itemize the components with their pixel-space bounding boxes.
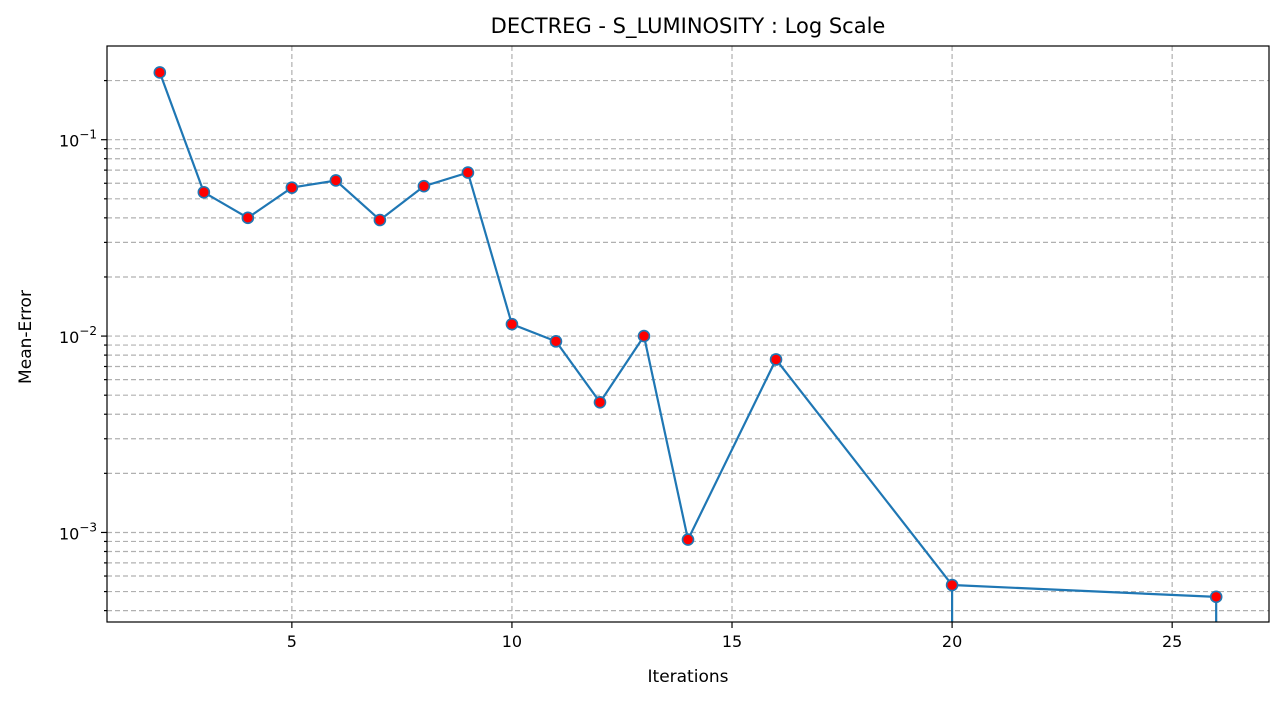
y-axis-ticks: 10−310−210−1	[59, 79, 107, 612]
x-tick-label: 20	[942, 632, 962, 651]
data-point	[769, 353, 783, 366]
data-point	[461, 166, 475, 179]
y-tick-base: 10	[59, 524, 79, 543]
x-axis-ticks: 5 10 15 20 25	[287, 622, 1182, 651]
data-point	[945, 578, 959, 592]
data-point	[153, 66, 167, 79]
data-point	[681, 533, 695, 546]
y-tick-label: 10−1	[59, 128, 97, 151]
x-axis-label: Iterations	[648, 667, 729, 687]
y-tick-base: 10	[59, 132, 79, 151]
data-point	[373, 213, 387, 227]
grid	[107, 46, 1269, 622]
x-tick-label: 25	[1162, 632, 1182, 651]
y-tick-exponent: −3	[79, 520, 97, 534]
data-point	[637, 329, 651, 343]
data-point	[505, 317, 519, 331]
y-tick-exponent: −1	[79, 128, 97, 142]
data-point	[417, 179, 431, 193]
data-point	[329, 174, 343, 187]
data-point	[1209, 590, 1223, 604]
y-tick-exponent: −2	[79, 324, 97, 338]
data-point	[241, 211, 255, 225]
series-line	[158, 72, 1217, 598]
y-axis-label: Mean-Error	[16, 290, 36, 384]
plot-frame	[106, 45, 1270, 623]
marker-layer	[153, 66, 1223, 604]
data-point	[197, 185, 211, 199]
data-point	[285, 181, 299, 194]
data-point	[549, 335, 563, 348]
y-tick-label: 10−3	[59, 520, 97, 543]
x-tick-label: 15	[722, 632, 742, 651]
x-tick-label: 5	[287, 632, 297, 651]
chart-title: DECTREG - S_LUMINOSITY : Log Scale	[491, 14, 886, 39]
x-tick-label: 10	[502, 632, 522, 651]
y-tick-base: 10	[59, 328, 79, 347]
y-tick-label: 10−2	[59, 324, 97, 347]
data-point	[593, 396, 607, 409]
